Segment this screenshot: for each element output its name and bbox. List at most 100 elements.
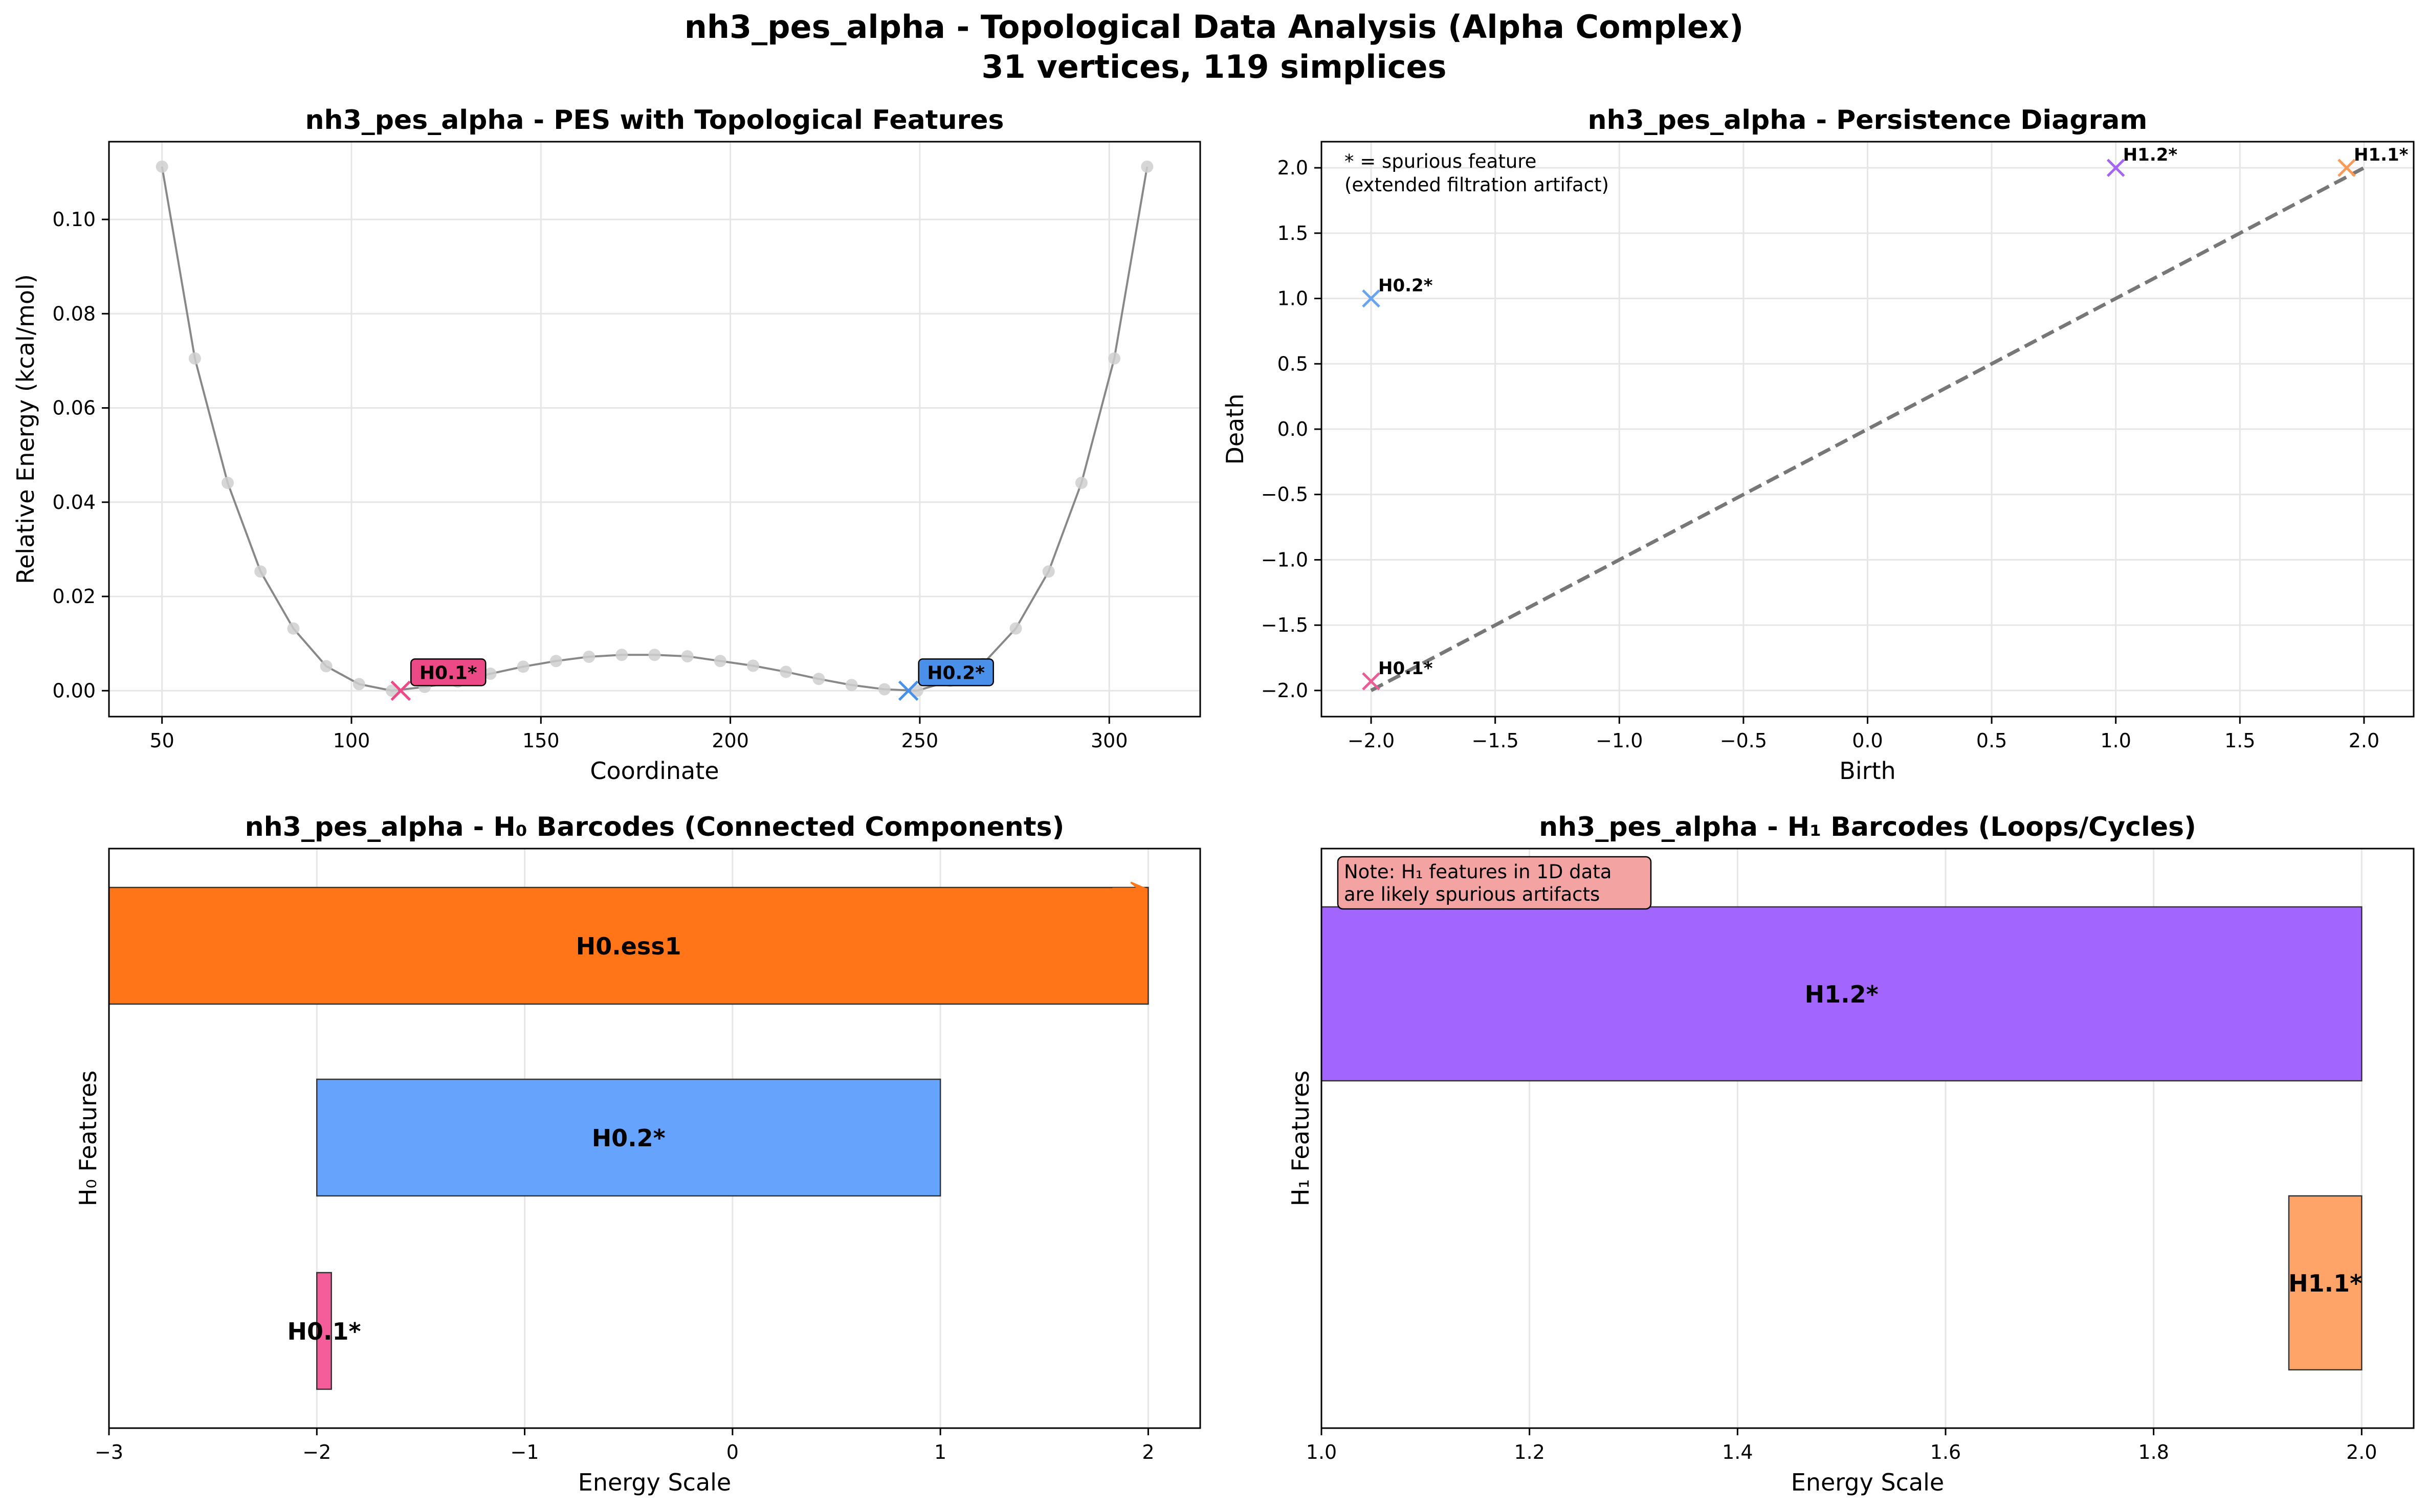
h0-barcodes-panel: H0.ess1 H0.2* H0.1* −3 −2 −1 0 1 2 nh3_pes_alpha … <box>74 812 1201 1496</box>
persistence-point: H1.2* <box>2106 145 2177 177</box>
pes-panel: H0.1* H0.2* 50 100 150 200 250 300 0.00 0.02 0.04 0… <box>12 105 1201 785</box>
pes-data-point <box>254 565 267 578</box>
pes-feature-marker-stroke <box>390 680 411 701</box>
persistence-point: H0.1* <box>1362 658 1433 691</box>
h0-bar <box>108 886 1149 1005</box>
persistence-xtick-label: −1.5 <box>1472 729 1519 752</box>
persistence-diagram-panel: H0.1* H0.2* H1.2* H1.1* * = spurious feature… <box>1221 105 2415 785</box>
h1-xtick-label: 1.2 <box>1514 1441 1544 1463</box>
persistence-ytick-label: 0.5 <box>1277 352 1308 375</box>
pes-xtick-label: 300 <box>1091 729 1128 752</box>
h0-essential-arrow <box>1112 881 1147 896</box>
pes-xtick-label: 50 <box>150 729 174 752</box>
pes-data-point <box>352 678 365 691</box>
pes-data-point <box>1009 622 1022 635</box>
pes-data-point <box>1141 160 1154 173</box>
pes-data-point <box>747 659 760 672</box>
pes-feature-label-box <box>918 658 994 686</box>
pes-feature-marker-stroke <box>898 680 919 701</box>
persistence-point-stroke <box>2337 159 2356 177</box>
pes-data-point <box>845 679 858 692</box>
persistence-xtick-label: −2.0 <box>1348 729 1395 752</box>
h1-bar-label: H1.1* <box>2288 1270 2362 1297</box>
h0-bar <box>316 1272 332 1390</box>
h1-xtick-label: 1.6 <box>1930 1441 1961 1463</box>
persistence-xtick-label: 1.0 <box>2101 729 2131 752</box>
pes-feature-label: H0.1* <box>420 662 477 683</box>
pes-data-point <box>780 665 792 678</box>
pes-feature-marker: H0.2* <box>898 658 994 701</box>
persistence-ytick-label: 1.0 <box>1277 287 1308 310</box>
pes-data-point <box>648 649 661 661</box>
h1-title: nh3_pes_alpha - H₁ Barcodes (Loops/Cycle… <box>1539 812 2196 842</box>
h0-xtick-label: 2 <box>1142 1441 1154 1463</box>
pes-ytick-label: 0.08 <box>52 302 96 325</box>
pes-ylabel: Relative Energy (kcal/mol) <box>12 274 39 584</box>
h1-axes-frame <box>1320 848 2415 1429</box>
pes-data-point <box>878 683 891 696</box>
pes-data-point <box>1075 477 1088 490</box>
pes-data-point <box>911 684 923 697</box>
h0-bar-label: H0.1* <box>287 1318 361 1345</box>
h1-xtick-label: 1.4 <box>1722 1441 1753 1463</box>
h1-note-line1: Note: H₁ features in 1D data <box>1344 861 1612 883</box>
pes-ytick-label: 0.00 <box>52 679 96 702</box>
persistence-point: H1.1* <box>2337 145 2409 177</box>
h0-xtick-label: 1 <box>934 1441 946 1463</box>
h0-xlabel: Energy Scale <box>578 1469 731 1496</box>
pes-title: nh3_pes_alpha - PES with Topological Fea… <box>305 105 1004 136</box>
persistence-diagonal-line <box>1370 166 2365 693</box>
persistence-point-label: H0.2* <box>1378 276 1433 296</box>
pes-data-point <box>681 650 694 663</box>
persistence-ytick-label: −2.0 <box>1261 679 1308 702</box>
pes-data-point <box>615 649 628 661</box>
persistence-xtick-label: 2.0 <box>2349 729 2379 752</box>
h0-xtick-label: 0 <box>726 1441 739 1463</box>
persistence-ytick-label: −1.0 <box>1261 548 1308 571</box>
h1-xtick-label: 1.8 <box>2138 1441 2169 1463</box>
persistence-annotation-line2: (extended filtration artifact) <box>1344 174 1609 196</box>
pes-data-point <box>1042 565 1055 578</box>
persistence-ytick-label: 0.0 <box>1277 418 1308 440</box>
persistence-ylabel: Death <box>1221 393 1249 464</box>
h0-xtick-label: −1 <box>511 1441 539 1463</box>
h0-xtick-label: −2 <box>302 1441 331 1463</box>
h1-ylabel: H₁ Features <box>1287 1071 1314 1206</box>
pes-xlabel: Coordinate <box>590 757 719 785</box>
pes-data-point <box>386 684 399 697</box>
h1-xtick-label: 1.0 <box>1306 1441 1337 1463</box>
pes-xtick-label: 200 <box>712 729 749 752</box>
persistence-point: H0.2* <box>1362 276 1433 308</box>
pes-data-point <box>156 160 168 173</box>
persistence-annotation-line1: * = spurious feature <box>1344 150 1536 172</box>
h0-bar-label: H0.2* <box>592 1124 666 1152</box>
pes-data-point <box>1108 352 1121 365</box>
h1-barcodes-panel: H1.2* H1.1* Note: H₁ features in 1D dataar… <box>1287 812 2415 1496</box>
persistence-point-stroke <box>2106 159 2125 177</box>
persistence-point-stroke <box>1362 289 1380 308</box>
persistence-xtick-label: 0.5 <box>1976 729 2007 752</box>
h0-bar <box>316 1078 941 1197</box>
h0-title: nh3_pes_alpha - H₀ Barcodes (Connected C… <box>245 812 1065 842</box>
h1-xlabel: Energy Scale <box>1791 1469 1944 1496</box>
pes-feature-label: H0.2* <box>927 662 985 683</box>
pes-ytick-label: 0.02 <box>52 585 96 608</box>
pes-ytick-label: 0.06 <box>52 397 96 419</box>
h0-axes-frame <box>108 848 1201 1429</box>
h1-note-line2: are likely spurious artifacts <box>1344 883 1600 905</box>
pes-data-point <box>812 673 825 685</box>
persistence-point-stroke <box>1362 672 1380 691</box>
persistence-point-label: H0.1* <box>1378 658 1433 679</box>
pes-xtick-label: 100 <box>333 729 370 752</box>
pes-xtick-label: 150 <box>522 729 560 752</box>
h1-bar <box>1320 906 2363 1082</box>
persistence-ytick-label: 1.5 <box>1277 222 1308 244</box>
pes-axes-frame <box>108 141 1201 718</box>
h0-bar-label: H0.ess1 <box>576 932 681 960</box>
pes-ytick-label: 0.04 <box>52 491 96 514</box>
pes-feature-label-box <box>410 658 487 686</box>
persistence-xtick-label: 0.0 <box>1852 729 1883 752</box>
persistence-xlabel: Birth <box>1839 757 1895 785</box>
